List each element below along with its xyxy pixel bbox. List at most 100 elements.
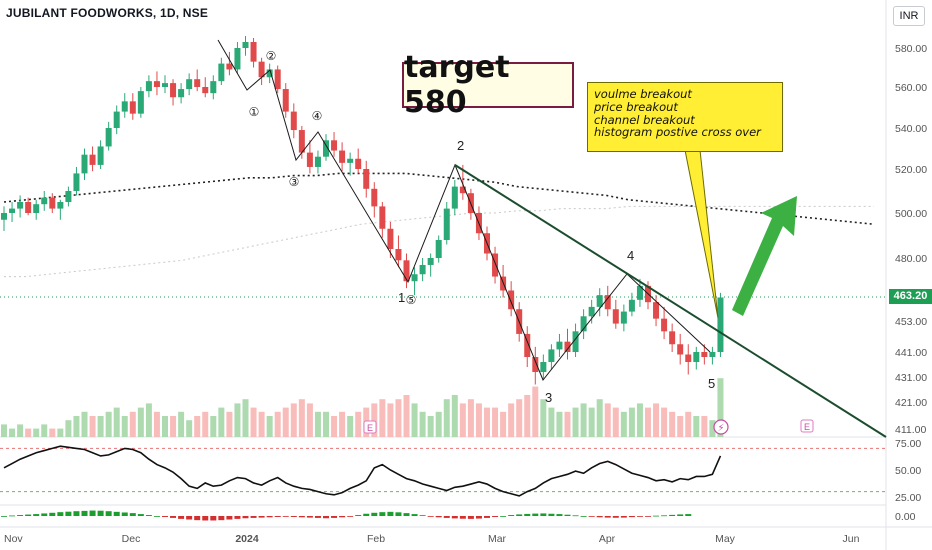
volume-bar (508, 403, 515, 437)
price-tick: 560.00 (895, 82, 927, 94)
candle-body (170, 83, 177, 98)
volume-bar (516, 399, 523, 437)
volume-bar (379, 399, 386, 437)
candle-body (379, 206, 386, 229)
note-line: channel breakout (594, 112, 695, 127)
volume-bar (435, 411, 442, 437)
candle-body (1, 213, 7, 220)
volume-bar (33, 428, 40, 437)
volume-bar (331, 416, 338, 437)
moving-average-black (3, 172, 875, 226)
volume-bar (459, 403, 466, 437)
wave-label: 3 (545, 390, 552, 405)
candle-body (121, 101, 128, 112)
histogram-bar (387, 511, 394, 516)
volume-bar (701, 416, 708, 437)
time-tick: May (715, 533, 736, 545)
volume-bar (451, 395, 458, 437)
volume-bar (65, 420, 72, 437)
time-tick: 2024 (235, 533, 259, 545)
price-tick: 520.00 (895, 164, 927, 176)
histogram-bar (572, 515, 579, 517)
volume-bar (443, 399, 450, 437)
volume-bar (685, 411, 692, 437)
histogram-bar (41, 513, 48, 516)
volume-bar (306, 403, 313, 437)
volume-bar (661, 407, 668, 437)
histogram-bar (580, 516, 587, 517)
histogram-bar (628, 516, 635, 518)
earnings-marker-label: E (367, 423, 373, 433)
volume-bar (347, 416, 354, 437)
candle-body (162, 83, 168, 87)
volume-bar (298, 399, 305, 437)
volume-bar (371, 403, 378, 437)
histogram-bar (347, 516, 354, 517)
candle-body (709, 352, 716, 357)
histogram-bar (121, 512, 128, 516)
volume-bar (41, 424, 48, 437)
candle-body (242, 42, 249, 48)
time-tick: Feb (367, 533, 385, 545)
candle-body (669, 331, 676, 345)
candle-body (218, 63, 225, 82)
candle-body (387, 228, 394, 249)
volume-bar (226, 411, 233, 437)
currency-selector[interactable]: INR (893, 6, 925, 26)
candle-body (620, 311, 627, 324)
candle-body (604, 295, 611, 310)
candle-body (145, 81, 152, 92)
histogram-bar (25, 514, 32, 516)
candle-body (419, 264, 426, 275)
price-tick: 540.00 (895, 123, 927, 135)
dividend-marker-label: ⚡ (717, 423, 724, 434)
earnings-marker (363, 420, 377, 434)
volume-bar (113, 407, 120, 437)
volume-bar (250, 407, 257, 437)
histogram-bar (532, 513, 539, 516)
histogram-bar (339, 516, 346, 518)
volume-bar (290, 403, 297, 437)
candle-body (129, 101, 136, 114)
candle-body (548, 349, 555, 362)
candle-body (226, 63, 233, 70)
histogram-bar (218, 516, 225, 521)
sub-wave-label: ② (266, 49, 277, 63)
volume-bar (540, 399, 547, 437)
histogram-bar (57, 512, 64, 516)
price-tick: 480.00 (895, 253, 927, 265)
histogram-bar (210, 516, 217, 521)
volume-bar (97, 416, 104, 437)
candle-body (137, 91, 144, 114)
candle-body (492, 253, 499, 277)
histogram-bar (145, 515, 152, 516)
volume-bar (170, 416, 177, 437)
rsi-tick: 50.00 (895, 465, 921, 477)
candle-body (33, 204, 40, 213)
price-tick: 453.00 (895, 316, 927, 328)
histogram-bar (194, 516, 201, 521)
histogram-bar (153, 516, 160, 517)
volume-bar (105, 411, 112, 437)
histogram-bar (81, 510, 88, 516)
price-tick: 431.00 (895, 372, 927, 384)
breakout-arrow (732, 196, 797, 316)
price-tick: 500.00 (895, 208, 927, 220)
histogram-bar (65, 511, 72, 516)
volume-bar (717, 378, 724, 437)
histogram-bar (604, 516, 611, 518)
volume-bar (532, 386, 539, 437)
volume-bar (475, 403, 482, 437)
candle-body (636, 285, 643, 300)
histogram-bar (459, 516, 466, 519)
volume-bar (129, 411, 136, 437)
candle-body (81, 154, 88, 174)
histogram-bar (419, 515, 426, 516)
price-tick: 411.00 (895, 424, 926, 436)
histogram-bar (556, 514, 563, 516)
candle-body (73, 173, 80, 191)
target-annotation: target 580 (402, 50, 574, 120)
candle-body (596, 295, 603, 307)
volume-bar (210, 416, 217, 437)
